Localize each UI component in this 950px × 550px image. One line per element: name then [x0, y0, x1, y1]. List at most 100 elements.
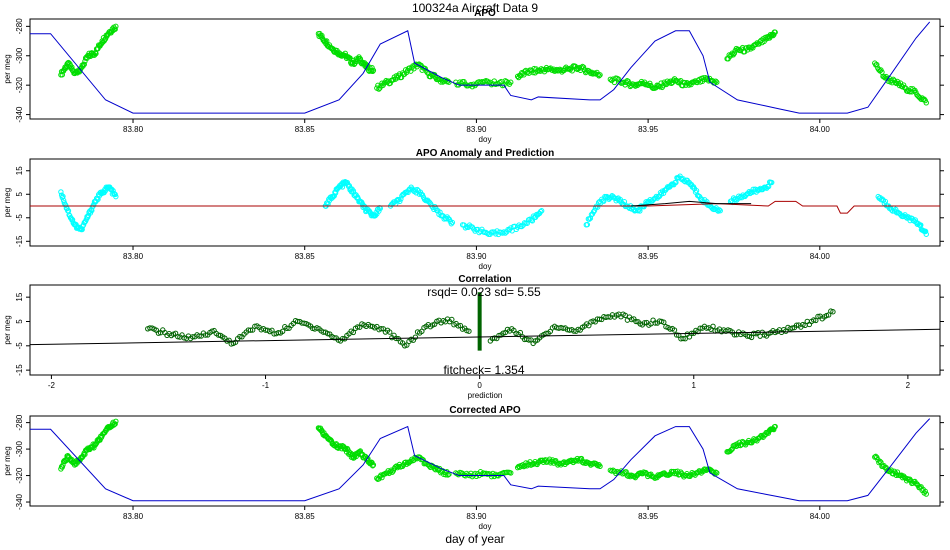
fitcheck-annotation: fitcheck= 1.354: [443, 363, 524, 377]
data-point: [350, 329, 357, 336]
data-point: [673, 332, 680, 338]
x-tick-label: 83.90: [466, 252, 487, 261]
x-axis-label: prediction: [468, 391, 503, 400]
x-tick-label: 83.95: [638, 512, 659, 521]
panel-4: Corrected APO 83.80 83.85 83.90 83.95 84.00 do…: [3, 405, 944, 531]
panel-title: Corrected APO: [449, 405, 521, 416]
plot-area: [30, 292, 940, 351]
data-point: [370, 463, 376, 469]
plot-area: [30, 418, 931, 502]
data-point: [113, 23, 119, 30]
panel-title: Correlation: [458, 274, 511, 285]
data-point: [419, 456, 425, 462]
data-point: [605, 314, 611, 320]
point-series: [58, 23, 929, 106]
y-axis-label: per meg: [3, 446, 12, 475]
data-point: [713, 78, 719, 84]
x-tick-label: -1: [262, 381, 270, 390]
data-point: [319, 32, 325, 39]
data-point: [538, 208, 545, 214]
data-point: [412, 187, 418, 193]
data-point: [597, 463, 603, 469]
plot-area: [30, 21, 931, 114]
data-point: [361, 60, 368, 66]
data-point: [470, 81, 477, 87]
plot-area: [30, 173, 940, 238]
data-point: [491, 335, 498, 341]
data-point: [715, 208, 721, 214]
data-point: [372, 212, 379, 219]
x-tick-label: 84.00: [810, 125, 831, 134]
data-point: [586, 216, 593, 222]
data-point: [682, 336, 688, 342]
figure-xlabel: day of year: [445, 532, 504, 546]
data-point: [449, 219, 456, 226]
plot-frame: [29, 18, 941, 120]
data-point: [596, 73, 602, 79]
x-tick-label: -2: [48, 381, 56, 390]
data-point: [215, 332, 222, 338]
plot-frame: [29, 284, 941, 376]
data-point: [455, 323, 461, 329]
y-axis-label: per meg: [3, 188, 12, 217]
data-point: [633, 318, 639, 325]
panel-3: Correlation -2 -1 0 1 2 prediction -15 -5 5 15 per …: [3, 274, 944, 400]
y-tick-label: 15: [15, 292, 24, 301]
series-line: [630, 200, 752, 207]
data-point: [351, 61, 357, 68]
data-point: [595, 71, 601, 78]
data-point: [671, 327, 678, 333]
data-point: [716, 207, 722, 213]
data-point: [496, 332, 502, 339]
data-point: [874, 61, 880, 68]
data-point: [449, 316, 455, 323]
series-line: [30, 21, 931, 114]
data-point: [67, 62, 74, 69]
data-point: [906, 215, 912, 221]
y-tick-label: -5: [15, 214, 24, 222]
plot-frame: [29, 158, 941, 247]
y-tick-label: -15: [15, 235, 24, 247]
x-axis-label: doy: [479, 522, 492, 531]
data-point: [714, 79, 720, 85]
panel-title: APO: [474, 8, 496, 19]
data-point: [697, 325, 703, 331]
x-tick-label: 83.85: [295, 512, 316, 521]
data-point: [247, 327, 254, 333]
data-point: [813, 317, 819, 324]
data-point: [324, 330, 331, 337]
data-point: [502, 230, 508, 236]
series-line: [30, 328, 940, 346]
y-axis-label: per meg: [3, 315, 12, 344]
data-point: [155, 330, 162, 336]
data-point: [473, 473, 480, 480]
data-point: [594, 462, 600, 468]
data-point: [370, 67, 377, 74]
x-axis-label: doy: [479, 135, 492, 144]
data-point: [376, 208, 382, 214]
x-tick-label: 83.90: [466, 125, 487, 134]
data-point: [810, 317, 817, 323]
data-point: [508, 470, 514, 476]
data-point: [81, 61, 87, 68]
x-tick-label: 2: [906, 381, 911, 390]
data-point: [922, 488, 928, 495]
data-point: [190, 334, 196, 340]
series-line: [30, 200, 940, 214]
data-point: [519, 223, 525, 230]
data-point: [615, 76, 622, 82]
data-point: [488, 473, 495, 480]
data-point: [367, 65, 373, 71]
x-tick-label: 83.90: [466, 512, 487, 521]
y-tick-label: -300: [15, 47, 24, 64]
data-point: [682, 79, 688, 86]
data-point: [112, 421, 118, 427]
data-point: [89, 207, 95, 214]
data-point: [591, 207, 598, 214]
panel-2: APO Anomaly and Prediction 83.80 83.85 83.9…: [3, 148, 944, 271]
point-series: [145, 308, 836, 349]
chart-panels: APO 83.80 83.85 83.90 83.95 84.00 doy -340 -320 -…: [3, 8, 944, 531]
x-tick-label: 83.80: [123, 252, 144, 261]
panel-title: APO Anomaly and Prediction: [416, 148, 555, 159]
data-point: [876, 459, 882, 466]
